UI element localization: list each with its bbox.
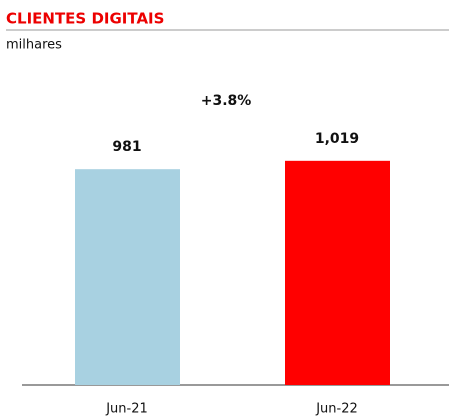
bar	[75, 169, 180, 385]
value-label: 981	[112, 139, 141, 155]
x-tick-label: Jun-21	[105, 402, 148, 417]
x-tick-label: Jun-22	[315, 402, 358, 417]
value-label: 1,019	[315, 131, 359, 147]
chart-subtitle: milhares	[6, 38, 62, 53]
chart-title: CLIENTES DIGITAIS	[6, 10, 164, 28]
annotation: +3.8%	[201, 93, 252, 109]
bar	[285, 160, 390, 385]
